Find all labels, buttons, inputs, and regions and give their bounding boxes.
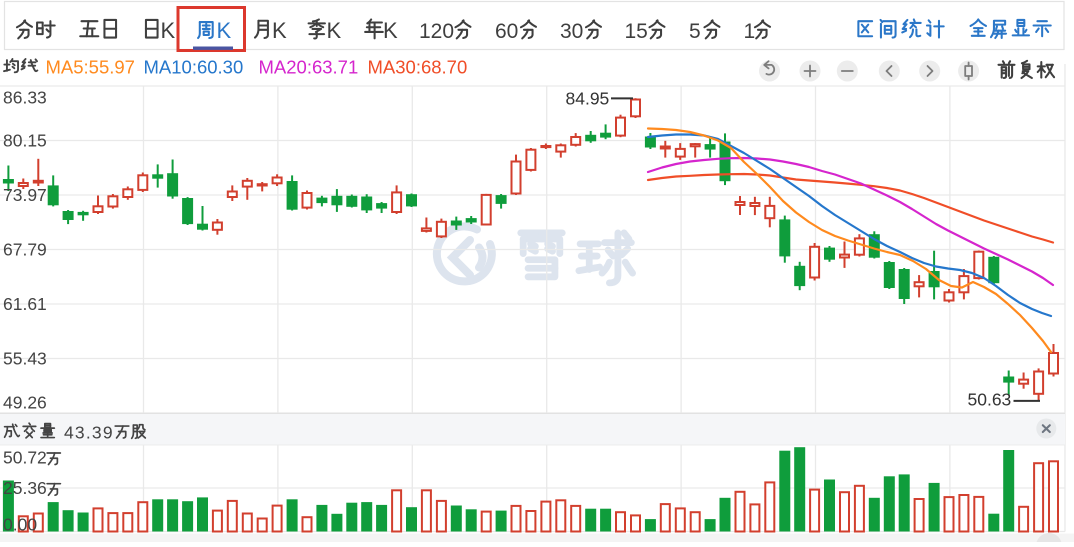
svg-text:50.72: 50.72 xyxy=(3,448,47,468)
svg-text:84.95: 84.95 xyxy=(566,88,610,108)
svg-text:MA10:60.30: MA10:60.30 xyxy=(144,56,244,77)
svg-text:1: 1 xyxy=(744,20,756,43)
svg-text:43.39: 43.39 xyxy=(64,422,114,442)
svg-text:80.15: 80.15 xyxy=(3,131,47,151)
svg-text:67.79: 67.79 xyxy=(3,240,47,260)
svg-text:5: 5 xyxy=(689,20,701,43)
svg-text:60: 60 xyxy=(495,20,518,43)
svg-text:15: 15 xyxy=(625,20,648,43)
svg-text:K: K xyxy=(161,18,176,43)
svg-text:73.97: 73.97 xyxy=(3,185,47,205)
svg-text:30: 30 xyxy=(560,20,583,43)
svg-text:MA20:63.71: MA20:63.71 xyxy=(259,56,359,77)
svg-text:86.33: 86.33 xyxy=(3,88,47,108)
svg-text:K: K xyxy=(327,18,342,43)
svg-text:MA30:68.70: MA30:68.70 xyxy=(368,56,468,77)
svg-text:55.43: 55.43 xyxy=(3,349,47,369)
svg-text:49.26: 49.26 xyxy=(3,393,47,413)
svg-text:K: K xyxy=(217,18,232,43)
svg-text:MA5:55.97: MA5:55.97 xyxy=(46,56,135,77)
svg-text:50.63: 50.63 xyxy=(968,390,1012,410)
svg-text:K: K xyxy=(383,18,398,43)
svg-text:0.00: 0.00 xyxy=(3,515,37,535)
svg-text:61.61: 61.61 xyxy=(3,294,47,314)
svg-text:120: 120 xyxy=(419,20,454,43)
svg-text:K: K xyxy=(272,18,287,43)
svg-text:25.36: 25.36 xyxy=(3,478,47,498)
